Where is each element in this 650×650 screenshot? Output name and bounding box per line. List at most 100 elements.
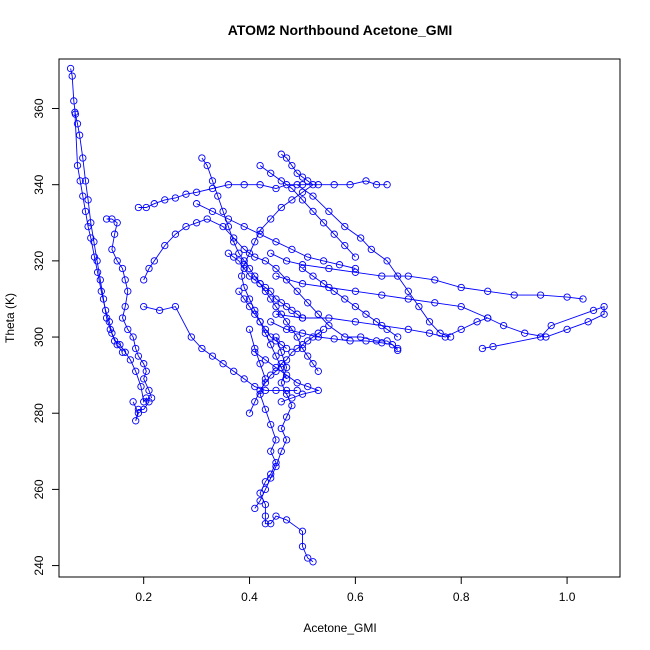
- data-point: [113, 341, 121, 349]
- data-point: [261, 356, 270, 364]
- data-point: [351, 287, 360, 295]
- data-point: [277, 348, 285, 356]
- data-point: [282, 344, 291, 353]
- data-point: [84, 196, 92, 204]
- series-line: [70, 68, 150, 421]
- data-point: [261, 283, 270, 292]
- data-point: [267, 249, 275, 257]
- x-axis: 0.2 0.4 0.6 0.8 1.0: [135, 576, 576, 604]
- data-point: [288, 348, 296, 356]
- data-point: [81, 207, 90, 216]
- data-point: [394, 344, 402, 353]
- data-point: [121, 276, 129, 284]
- series-21: [298, 264, 402, 341]
- data-point: [346, 337, 354, 345]
- data-point: [267, 169, 275, 177]
- data-point: [298, 542, 307, 551]
- series-line: [106, 218, 153, 399]
- data-point: [261, 379, 270, 387]
- data-point: [288, 184, 296, 193]
- data-point: [245, 272, 254, 280]
- data-point: [282, 257, 291, 265]
- data-point: [171, 230, 180, 238]
- data-point: [415, 302, 423, 311]
- data-point: [536, 333, 545, 341]
- data-point: [245, 295, 254, 303]
- data-point: [267, 215, 275, 223]
- data-point: [563, 325, 571, 334]
- data-point: [404, 272, 412, 280]
- data-point: [134, 352, 143, 360]
- data-point: [272, 302, 280, 311]
- data-point: [70, 97, 78, 105]
- data-point: [298, 341, 307, 349]
- data-point: [330, 181, 338, 189]
- series-12: [267, 318, 402, 355]
- data-point: [362, 310, 370, 318]
- data-point: [96, 276, 104, 284]
- data-point: [282, 363, 291, 372]
- series-5: [140, 215, 402, 353]
- data-point: [288, 394, 296, 402]
- data-point: [224, 181, 233, 189]
- data-point: [261, 512, 270, 520]
- data-point: [304, 253, 312, 261]
- data-point: [372, 181, 381, 189]
- data-point: [240, 181, 248, 189]
- data-point: [536, 291, 545, 299]
- y-tick-label: 340: [32, 174, 46, 194]
- data-point: [208, 352, 217, 360]
- data-point: [147, 394, 156, 402]
- data-point: [584, 318, 592, 326]
- series-9: [267, 249, 587, 303]
- data-point: [457, 325, 465, 334]
- series-line: [196, 203, 356, 269]
- data-point: [298, 329, 307, 337]
- data-point: [351, 302, 360, 311]
- data-point: [579, 295, 587, 303]
- series-15: [251, 333, 296, 513]
- data-point: [182, 222, 190, 231]
- data-point: [150, 257, 158, 265]
- series-line: [249, 329, 324, 414]
- y-tick-label: 320: [32, 251, 46, 271]
- x-tick-label: 0.6: [347, 590, 364, 604]
- data-point: [84, 222, 92, 231]
- data-point: [267, 341, 275, 349]
- data-point: [235, 287, 243, 295]
- data-point: [298, 314, 307, 322]
- data-point: [341, 295, 349, 303]
- data-point: [272, 367, 280, 375]
- data-point: [309, 272, 317, 280]
- series-line: [143, 218, 398, 349]
- data-point: [404, 287, 412, 295]
- data-point: [134, 409, 143, 417]
- data-point: [124, 325, 132, 334]
- data-point: [372, 318, 381, 326]
- series-20: [256, 161, 360, 261]
- data-point: [282, 375, 291, 383]
- data-point: [267, 420, 275, 429]
- series-line: [270, 321, 399, 351]
- data-point: [110, 337, 119, 345]
- series-line: [249, 329, 314, 563]
- data-point: [267, 333, 275, 341]
- data-point: [230, 253, 238, 261]
- data-point: [90, 253, 99, 261]
- data-point: [277, 177, 285, 185]
- data-point: [282, 302, 291, 311]
- data-point: [298, 261, 307, 269]
- data-point: [97, 287, 105, 295]
- data-point: [272, 512, 280, 520]
- data-point: [240, 375, 248, 383]
- data-point: [314, 386, 322, 395]
- data-point: [288, 401, 296, 410]
- data-point: [319, 280, 328, 288]
- data-point: [142, 367, 150, 375]
- data-point: [256, 181, 264, 189]
- data-point: [277, 360, 285, 368]
- data-point: [272, 295, 280, 303]
- data-point: [71, 108, 79, 116]
- data-point: [134, 203, 143, 212]
